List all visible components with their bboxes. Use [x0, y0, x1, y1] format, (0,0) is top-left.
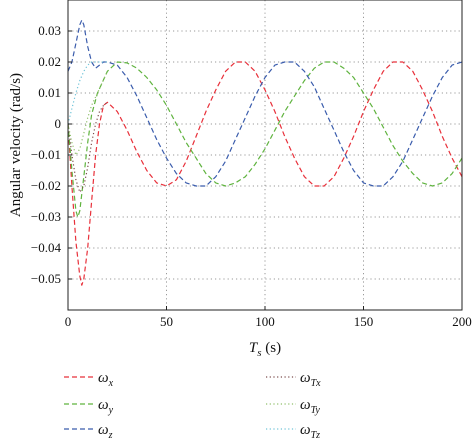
series-line-z — [68, 19, 462, 187]
x-axis-label-main: T — [249, 340, 259, 356]
y-tick-label: 0 — [55, 116, 62, 131]
y-tick-label: −0.03 — [31, 209, 61, 224]
y-axis-label: Angular velocity (rad/s) — [8, 73, 24, 217]
ticks: 0 50 100 150 200 −0.05 −0.04 −0.03 −0.02 −0.01 0 0.… — [31, 23, 472, 329]
x-tick-label: 0 — [65, 314, 72, 329]
y-tick-label: −0.02 — [31, 178, 61, 193]
legend-entry-tz: ωTz — [300, 422, 320, 438]
legend: ωx ωy ωz ωTx ωTy ωTz — [64, 370, 321, 441]
y-tick-label: 0.02 — [38, 54, 61, 69]
y-tick-label: 0.01 — [38, 85, 61, 100]
series-line-x — [68, 61, 462, 286]
x-tick-label: 200 — [452, 314, 472, 329]
series-line-y — [68, 61, 462, 218]
x-axis-label-sub: s — [257, 347, 261, 359]
y-tick-label: −0.04 — [31, 240, 62, 255]
y-tick-label: 0.03 — [38, 23, 61, 38]
series-line-tz — [68, 61, 108, 125]
series-line-ty — [68, 71, 108, 156]
legend-entry-ty: ωTy — [300, 397, 320, 416]
legend-entry-x: ωx — [98, 370, 114, 389]
series-lines — [68, 19, 462, 286]
x-tick-label: 100 — [255, 314, 275, 329]
y-tick-label: −0.01 — [31, 147, 61, 162]
x-tick-label: 50 — [160, 314, 173, 329]
legend-entry-y: ωy — [98, 397, 114, 416]
grid — [68, 0, 462, 310]
legend-entry-z: ωz — [98, 422, 113, 438]
x-axis-label: Ts (s) — [249, 340, 281, 359]
legend-entry-tx: ωTx — [300, 370, 321, 389]
x-tick-label: 150 — [354, 314, 374, 329]
x-axis-label-unit: (s) — [262, 340, 282, 356]
y-tick-label: −0.05 — [31, 271, 61, 286]
